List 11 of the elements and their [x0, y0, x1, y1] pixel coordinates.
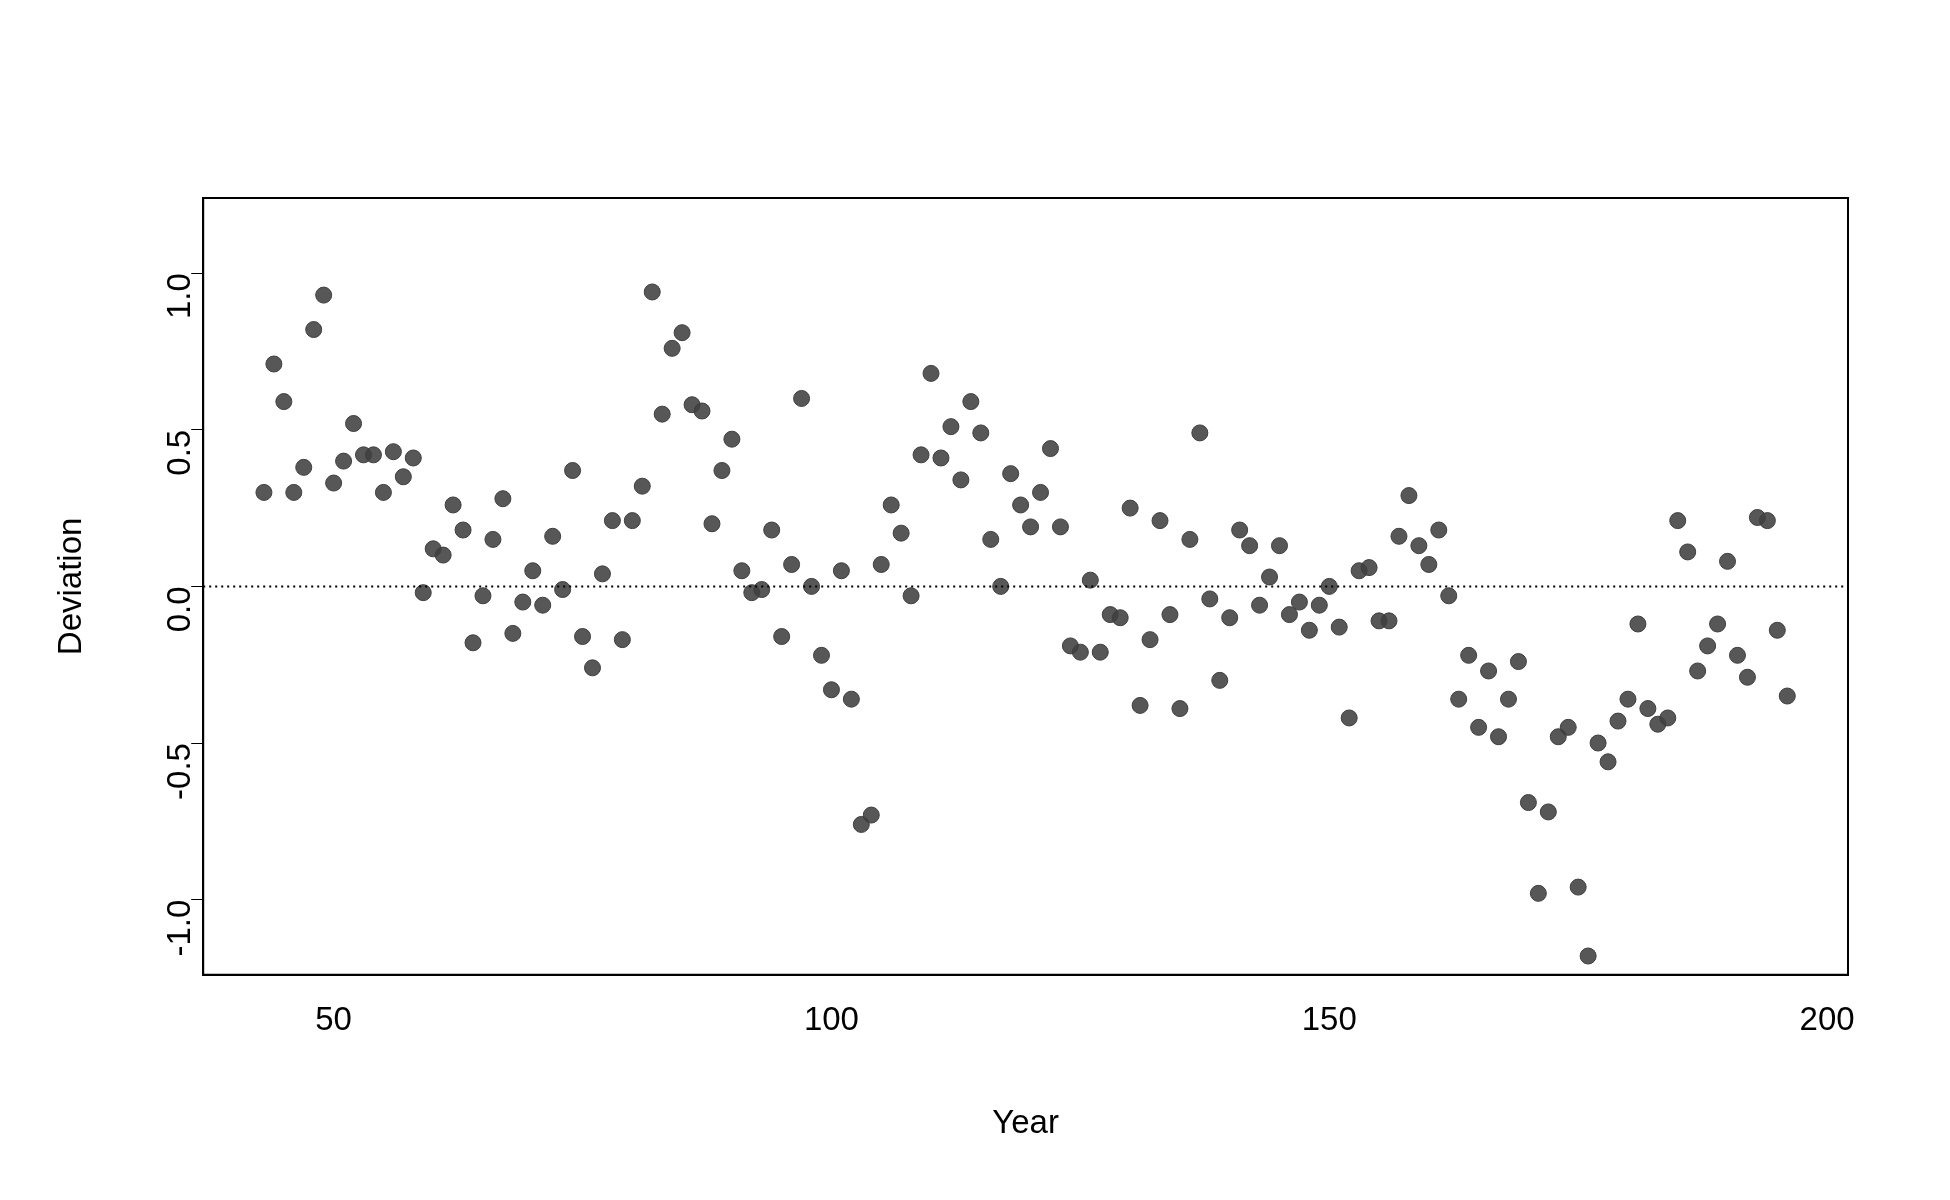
y-tick-label: 0.5 [160, 429, 198, 476]
x-tick-label: 50 [315, 999, 352, 1037]
x-axis-title: Year [992, 1103, 1059, 1141]
x-tick-label: 150 [1301, 999, 1357, 1037]
y-axis-title: Deviation [50, 517, 88, 656]
y-tick-label: 1.0 [160, 273, 198, 320]
y-tick-label: -1.0 [160, 899, 198, 957]
x-tick-label: 100 [803, 999, 859, 1037]
x-tick-label: 200 [1799, 999, 1855, 1037]
y-tick-label: 0.0 [160, 586, 198, 633]
y-tick-label: -0.5 [160, 743, 198, 800]
